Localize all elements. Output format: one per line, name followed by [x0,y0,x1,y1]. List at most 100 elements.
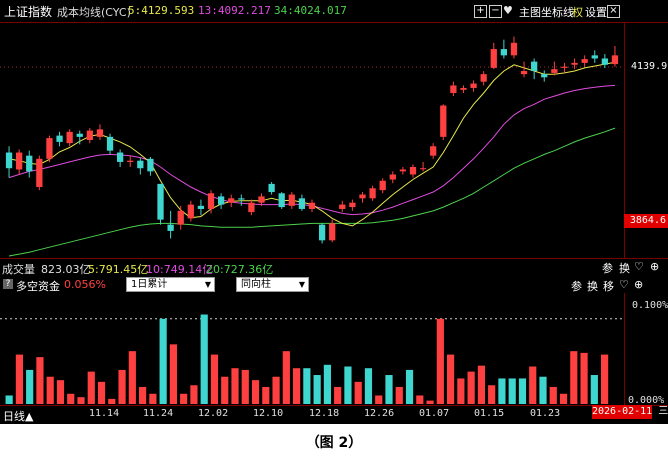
fund-flow-bar [488,385,496,404]
volume-params-button[interactable]: 参 [602,262,613,275]
candle-body [308,202,316,209]
index-name: 上证指数 [4,5,53,19]
fund-flow-bar [149,393,157,404]
candle-body [177,210,184,225]
candle-body [561,66,568,68]
fund-flow-bar [282,351,290,404]
candle-body [157,183,164,220]
fund-flow-bar [180,393,188,404]
period-toggle[interactable]: 日线▲ [3,410,34,423]
candle-body [187,204,194,219]
rights-adjust-button[interactable]: 权 [572,6,583,19]
date-axis [0,405,668,424]
volume-label: 成交量 [2,263,35,276]
volume-switch-button[interactable]: 换 [619,262,630,275]
style-select[interactable]: 同向柱 ▼ [236,277,309,292]
fund-favorite-icon[interactable]: ♡ [619,278,629,291]
candle-body [66,131,73,144]
fund-flow-bar [436,318,444,404]
fund-flow-value: 0.056% [64,278,106,291]
volume-favorite-icon[interactable]: ♡ [634,260,644,273]
close-icon[interactable]: × [607,5,620,18]
date-label: 01.15 [474,408,505,419]
candle-body [248,202,255,213]
fund-flow-bar [467,371,475,404]
price-low-label: 3864.6 [624,214,668,228]
volume-info-bar [0,258,668,276]
candle-body [571,62,578,65]
fund-expand-icon[interactable]: ⊕ [634,278,644,291]
candle-body [5,152,13,169]
price-high-label: 4139.9 [631,61,668,72]
date-label: 12.10 [253,408,284,419]
fund-flow-bar [426,400,434,404]
fund-flow-bar [416,395,424,404]
candle-body [167,224,174,231]
candle-body [389,174,396,180]
fund-flow-bar [159,318,167,404]
candle-body [379,180,386,191]
fund-move-button[interactable]: 移 [603,280,614,293]
period-select[interactable]: 1日累计 ▼ [126,277,215,292]
candle-body [106,136,114,151]
candle-body [531,61,538,72]
fund-flow-bar [36,357,44,404]
fund-flow-bar [139,386,147,404]
crosshair-button[interactable]: 坐标线 [541,6,574,19]
fund-flow-bar [231,368,239,404]
fund-flow-bar [303,368,311,404]
ma34-readout: 34:4024.017 [274,4,347,17]
chart-title-bar [0,0,668,23]
date-label: 11.24 [143,408,174,419]
figure-caption: （图 2） [305,435,363,451]
fund-flow-bar [169,344,177,404]
volume-value: 823.03亿 [41,263,91,276]
candle-body [440,105,447,137]
candle-body [36,158,43,188]
zoom-in-button[interactable]: + [474,5,487,18]
candle-body [76,133,83,137]
help-icon[interactable]: ? [3,279,13,289]
candle-body [450,85,457,93]
fund-flow-bar [405,369,414,404]
fund-flow-bar [375,395,383,404]
fund-flow-bar [518,378,527,404]
favorite-icon[interactable]: ♥ [503,4,513,17]
fund-flow-bar [344,366,352,404]
fund-flow-bar [364,368,373,404]
candle-body [127,160,134,162]
fund-flow-bar [580,352,588,404]
settings-button[interactable]: 设置 [585,6,607,19]
ma13-readout: 13:4092.217 [198,4,271,17]
candle-body [197,205,205,209]
fund-flow-bar [477,365,485,404]
fund-flow-bar [87,371,95,404]
date-label: 12.26 [364,408,395,419]
style-select-value: 同向柱 [241,279,271,290]
fund-flow-bar [539,376,547,404]
main-chart-button[interactable]: 主图 [519,6,541,19]
fund-switch-button[interactable]: 换 [587,280,598,293]
candle-body [369,188,376,199]
fund-flow-bar [97,381,106,404]
zoom-out-button[interactable]: − [489,5,502,18]
indicator-name[interactable]: 成本均线(CYC) [57,6,131,19]
fund-flow-bar [251,380,260,404]
candle-body [137,160,144,169]
fund-flow-bar [498,378,506,404]
candle-body [288,194,295,206]
fund-flow-bar [313,375,321,404]
candle-body [500,49,507,56]
fund-params-button[interactable]: 参 [571,280,582,293]
candle-body [409,166,417,175]
candle-body [480,74,487,82]
candle-body [399,169,407,172]
candle-body [551,69,558,73]
volume-expand-icon[interactable]: ⊕ [650,260,660,273]
fund-flow-bar [108,398,116,404]
fund-flow-bar [570,351,578,404]
fund-flow-bar [508,378,516,404]
candle-body [349,202,356,208]
fund-flow-bar [46,376,54,404]
ma34-line [8,127,616,257]
